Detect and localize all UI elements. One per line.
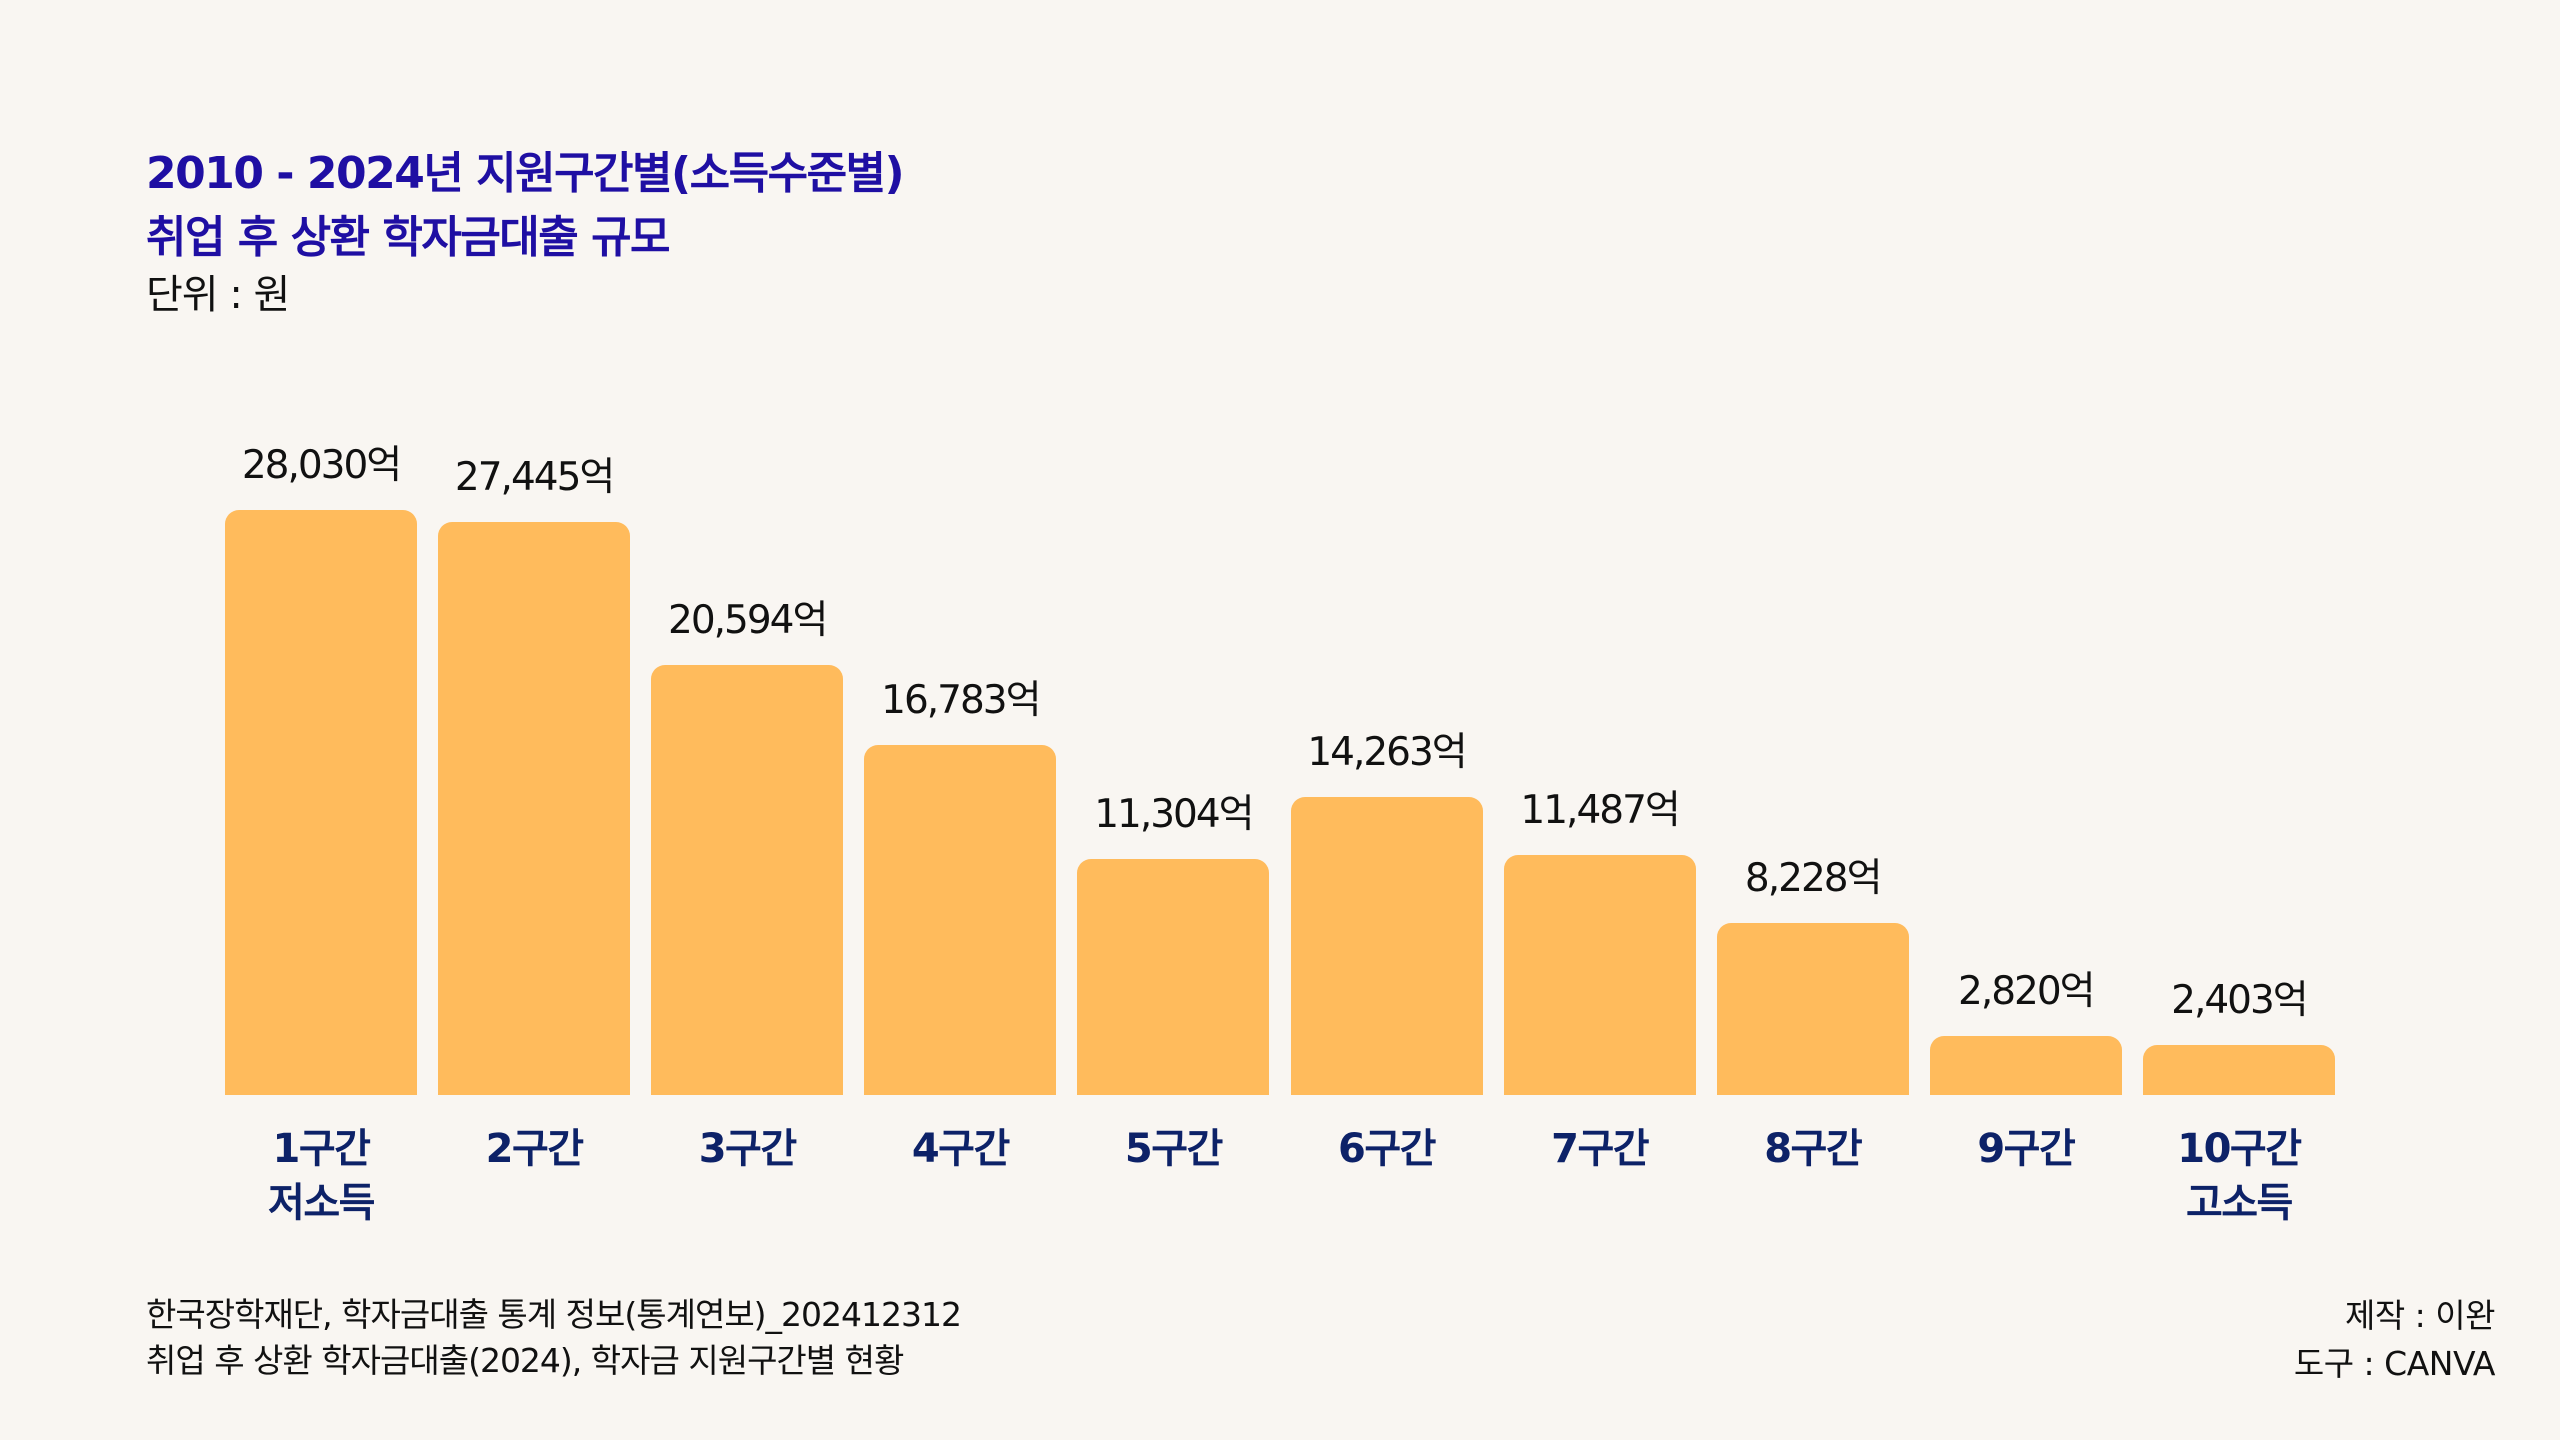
category-label-5: 5구간 [1053, 1122, 1293, 1176]
bar-6 [1290, 797, 1483, 1095]
source-line-1: 한국장학재단, 학자금대출 통계 정보(통계연보)_202412312 [146, 1295, 962, 1334]
bar-8 [1716, 923, 1909, 1095]
value-label-2: 27,445억 [454, 455, 615, 501]
chart-title-line1: 2010 - 2024년 지원구간별(소득수준별) [146, 148, 905, 199]
chart-title-line2: 취업 후 상환 학자금대출 규모 [146, 212, 671, 263]
value-label-8: 8,228억 [1744, 856, 1883, 902]
credit-tool: 도구 : CANVA [2293, 1344, 2496, 1383]
category-name: 10구간 [2177, 1126, 2302, 1172]
value-label-4: 16,783억 [881, 677, 1041, 723]
credit-author: 제작 : 이완 [2344, 1296, 2496, 1335]
value-label-3: 20,594억 [668, 598, 828, 644]
bar-5 [1077, 859, 1270, 1095]
value-label-10: 2,403억 [2171, 977, 2309, 1023]
bar-3 [651, 665, 844, 1095]
bar-9 [1929, 1036, 2122, 1095]
source-note: 한국장학재단, 학자금대출 통계 정보(통계연보)_202412312 취업 후… [146, 1292, 962, 1384]
bar-2 [438, 522, 631, 1095]
category-name: 1구간 [272, 1126, 371, 1172]
category-label-8: 8구간 [1693, 1122, 1933, 1176]
value-label-6: 14,263억 [1307, 730, 1467, 776]
value-label-9: 2,820억 [1958, 969, 2096, 1015]
bar-1 [225, 510, 417, 1095]
category-label-9: 9구간 [1906, 1122, 2146, 1176]
value-label-7: 11,487억 [1520, 788, 1680, 834]
value-label-1: 28,030억 [241, 443, 402, 488]
category-sublabel: 고소득 [2185, 1180, 2293, 1226]
category-label-3: 3구간 [627, 1122, 867, 1176]
bar-7 [1503, 855, 1696, 1095]
source-line-2: 취업 후 상환 학자금대출(2024), 학자금 지원구간별 현황 [146, 1341, 904, 1380]
category-label-2: 2구간 [414, 1122, 654, 1176]
category-name: 7구간 [1551, 1126, 1649, 1172]
bar-10 [2142, 1044, 2335, 1095]
chart-title: 2010 - 2024년 지원구간별(소득수준별) 취업 후 상환 학자금대출 … [146, 142, 905, 270]
category-label-7: 7구간 [1480, 1122, 1720, 1176]
category-name: 3구간 [698, 1126, 797, 1172]
category-name: 9구간 [1977, 1126, 2075, 1172]
category-name: 2구간 [485, 1126, 584, 1172]
category-name: 6구간 [1338, 1126, 1436, 1172]
category-name: 5구간 [1124, 1126, 1223, 1172]
category-label-4: 4구간 [840, 1122, 1080, 1176]
credits: 제작 : 이완 도구 : CANVA [2293, 1292, 2496, 1388]
category-name: 8구간 [1764, 1126, 1862, 1172]
bar-4 [864, 744, 1057, 1095]
unit-label: 단위 : 원 [146, 272, 290, 318]
category-sublabel: 저소득 [268, 1180, 375, 1226]
value-label-5: 11,304억 [1094, 792, 1254, 838]
category-label-6: 6구간 [1267, 1122, 1507, 1176]
category-name: 4구간 [911, 1126, 1010, 1172]
